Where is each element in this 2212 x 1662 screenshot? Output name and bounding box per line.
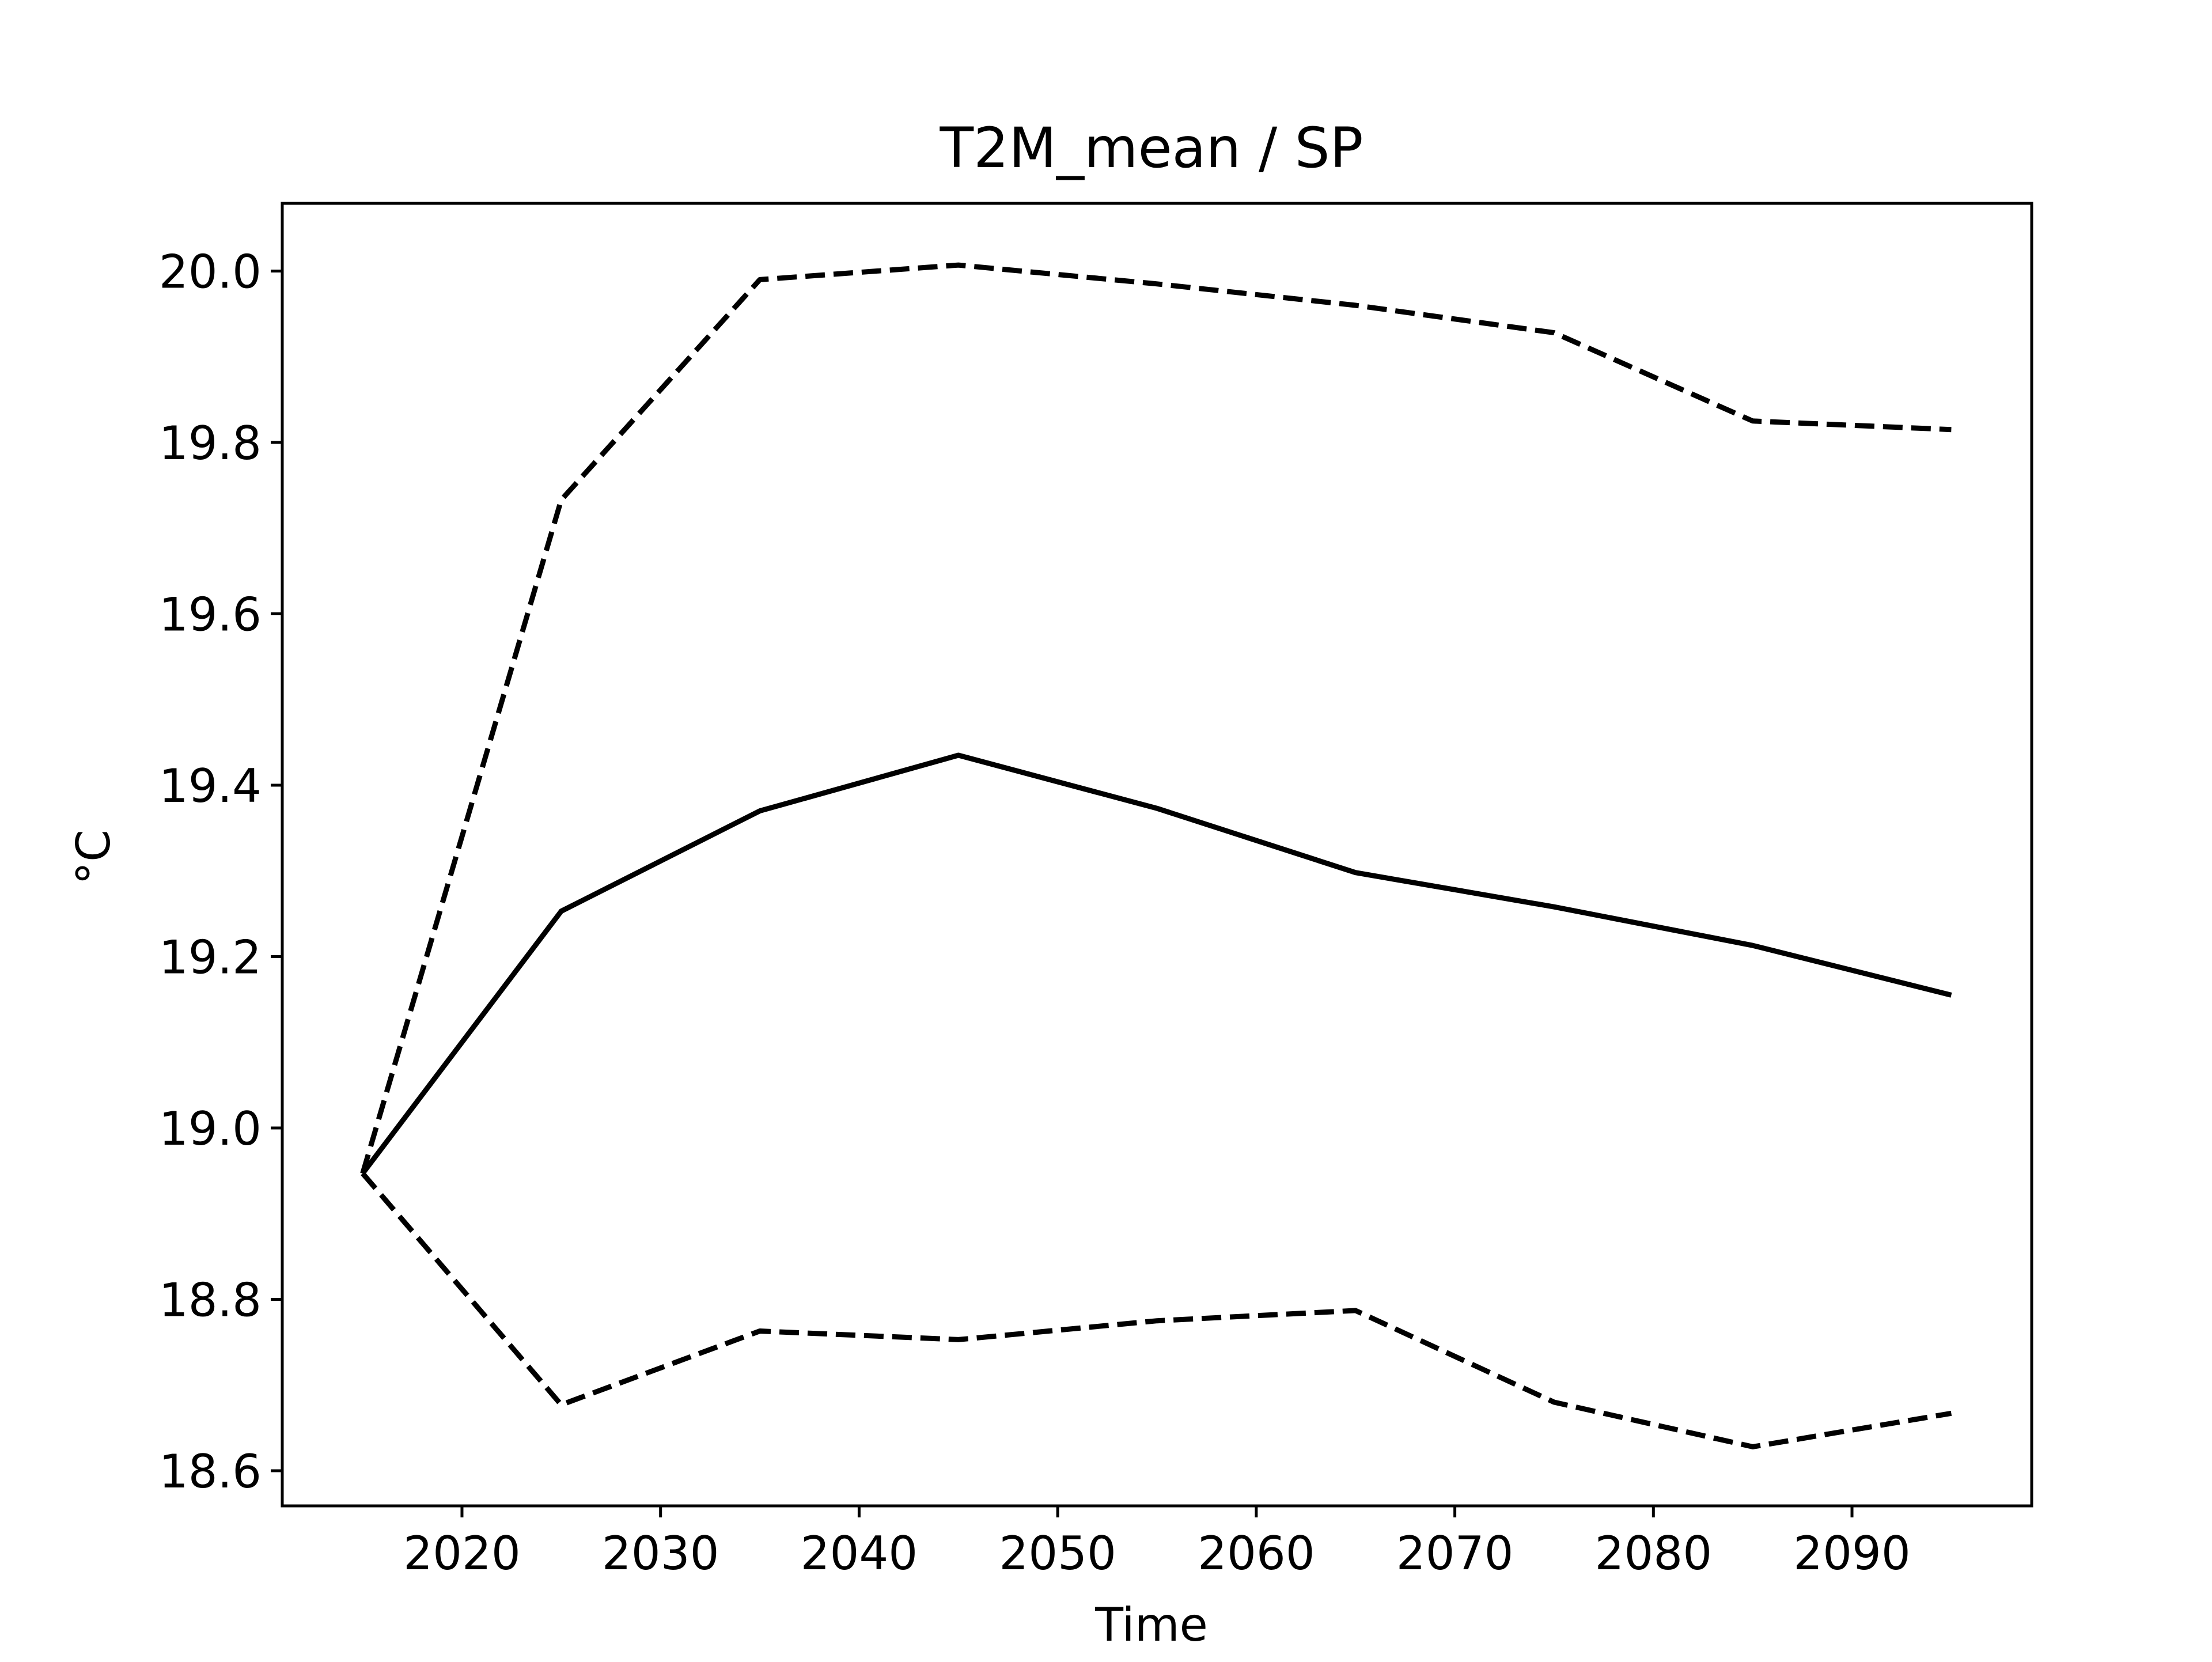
x-tick-label: 2060 (1198, 1527, 1315, 1580)
y-axis-label: °C (67, 830, 120, 885)
y-tick-label: 20.0 (159, 245, 262, 299)
plot-area (360, 262, 1952, 1449)
y-tick-label: 18.8 (159, 1274, 262, 1327)
y-tick-label: 19.2 (159, 931, 262, 985)
chart-title: T2M_mean / SP (940, 116, 1363, 180)
axes: 2020 2030 2040 2050 2060 2070 2080 2090 18.6 18.8… (159, 202, 2033, 1580)
y-tick-label: 19.4 (159, 759, 262, 813)
y-tick-label: 19.0 (159, 1102, 262, 1156)
x-tick-label: 2040 (801, 1527, 918, 1580)
x-tick-label: 2080 (1595, 1527, 1713, 1580)
series-line-2 (361, 1171, 1952, 1449)
series-line-1 (360, 262, 1952, 1175)
x-tick-label: 2020 (403, 1527, 521, 1580)
x-tick-label: 2090 (1793, 1527, 1911, 1580)
plot-frame (281, 202, 2033, 1508)
x-axis-label: Time (1094, 1598, 1208, 1652)
series-line-0 (361, 752, 1952, 1175)
x-tick-label: 2050 (999, 1527, 1116, 1580)
y-tick-label: 19.8 (159, 417, 262, 470)
x-tick-label: 2070 (1396, 1527, 1514, 1580)
y-tick-label: 19.6 (159, 588, 262, 642)
x-tick-label: 2030 (602, 1527, 719, 1580)
y-tick-label: 18.6 (159, 1445, 262, 1498)
